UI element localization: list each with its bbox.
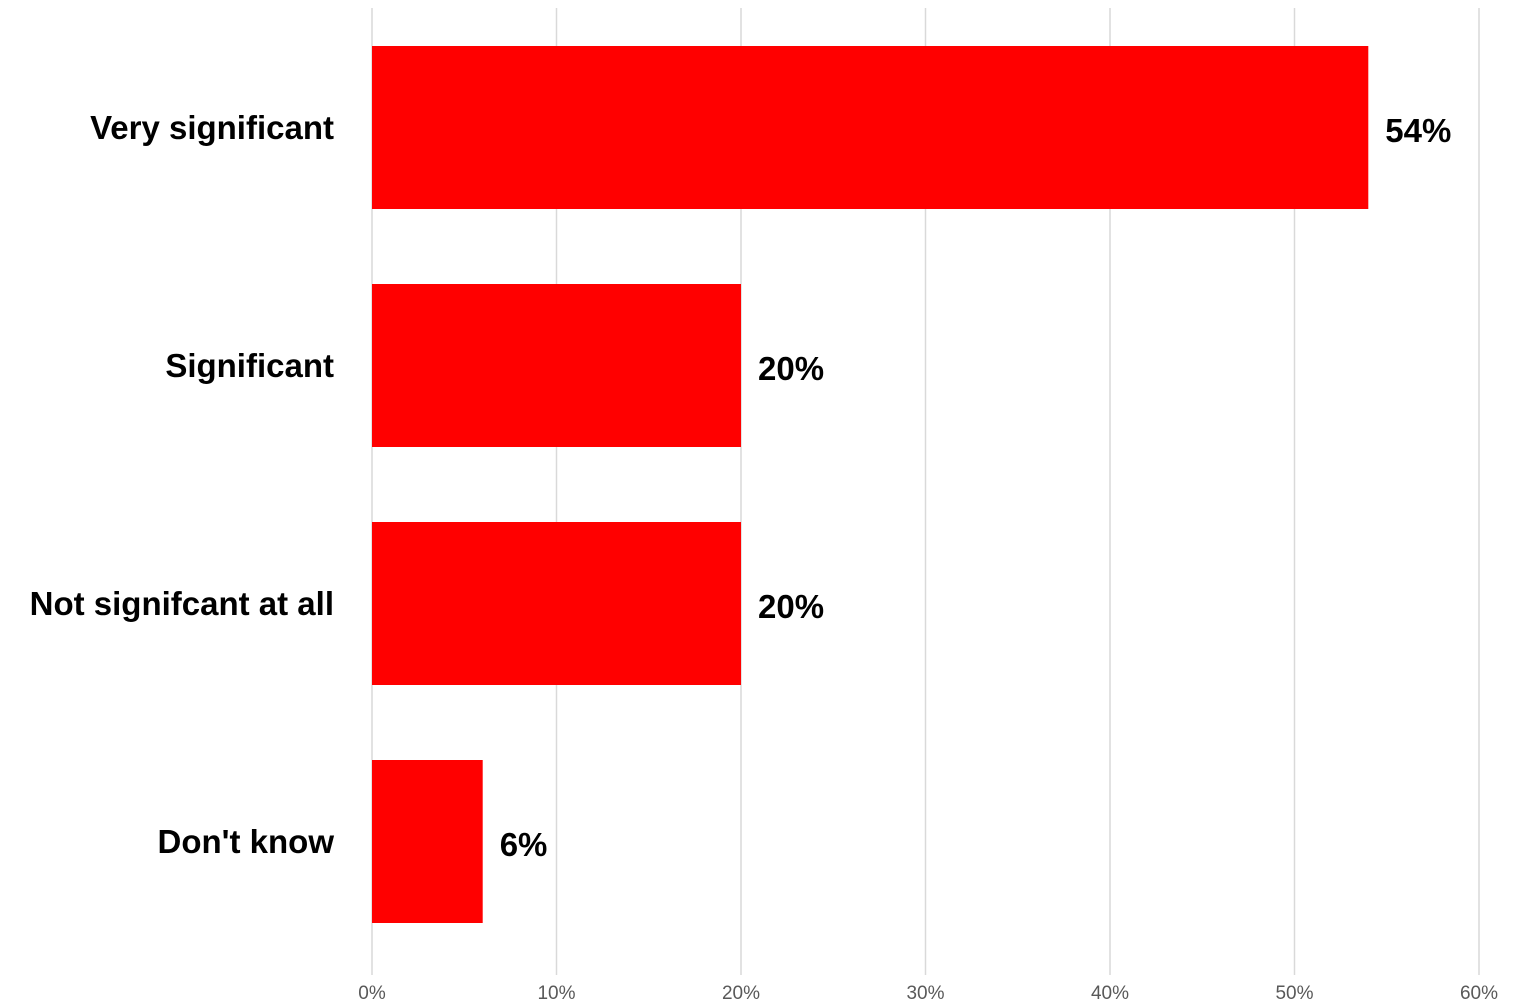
- x-tick-label: 60%: [1460, 983, 1498, 1004]
- x-tick-label: 20%: [722, 983, 760, 1004]
- data-label: 20%: [758, 588, 824, 625]
- x-tick-label: 50%: [1275, 983, 1313, 1004]
- x-tick-label: 40%: [1091, 983, 1129, 1004]
- bar: [372, 284, 741, 447]
- x-axis-tick-labels: 0% 10% 20% 30% 40% 50% 60%: [358, 983, 1498, 1004]
- category-label: Not signifcant at all: [30, 585, 334, 622]
- category-labels: Very significant Significant Not signifcan…: [30, 109, 335, 860]
- category-label: Significant: [165, 347, 334, 384]
- bar: [372, 760, 483, 923]
- data-label: 6%: [500, 826, 548, 863]
- bar: [372, 46, 1369, 209]
- data-label: 54%: [1385, 112, 1451, 149]
- data-labels: 54% 20% 20% 6%: [500, 112, 1452, 863]
- x-tick-label: 30%: [906, 983, 944, 1004]
- bars: [372, 46, 1369, 923]
- category-label: Very significant: [90, 109, 334, 146]
- x-tick-label: 0%: [358, 983, 386, 1004]
- bar: [372, 522, 741, 685]
- category-label: Don't know: [158, 823, 335, 860]
- x-tick-label: 10%: [537, 983, 575, 1004]
- data-label: 20%: [758, 350, 824, 387]
